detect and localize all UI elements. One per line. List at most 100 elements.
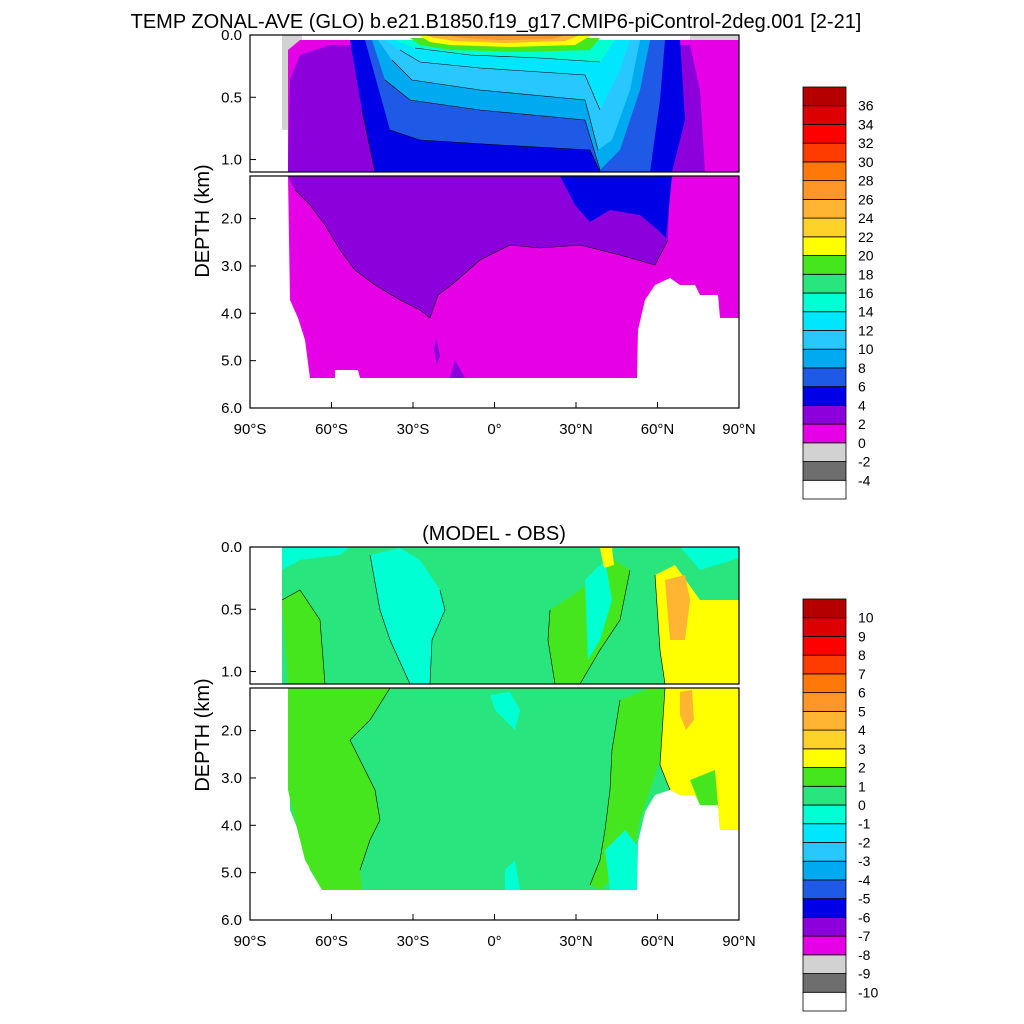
colorbar-label: 26 [858, 191, 874, 207]
colorbar-swatch [802, 916, 847, 937]
x-tick-label: 60°N [641, 933, 675, 950]
colorbar-label: -10 [858, 984, 878, 1000]
x-tick-label: 60°S [315, 421, 348, 438]
colorbar-swatch [802, 748, 847, 768]
colorbar-swatch [802, 142, 847, 163]
colorbar-label: -2 [858, 454, 871, 470]
colorbar-label: 4 [858, 397, 866, 413]
colorbar-label: 6 [858, 685, 866, 701]
colorbar-swatch [802, 898, 847, 918]
bottom-upper-frame [249, 546, 740, 685]
colorbar-swatch [802, 823, 847, 843]
colorbar-swatch [802, 654, 847, 675]
y-tick-label: 0.0 [221, 539, 242, 556]
y-tick-label: 5.0 [221, 353, 242, 370]
colorbar-swatch [802, 785, 847, 806]
colorbar-label: -3 [858, 853, 871, 869]
colorbar-swatch [802, 311, 847, 331]
colorbar-label: 10 [858, 341, 874, 357]
y-tick-label: 6.0 [221, 912, 242, 929]
chart-title-top: TEMP ZONAL-AVE (GLO) b.e21.B1850.f19_g17… [131, 11, 862, 33]
colorbar-label: 1 [858, 778, 866, 794]
colorbar-swatch [802, 973, 847, 993]
colorbar-swatch [802, 636, 847, 656]
colorbar-swatch [802, 404, 847, 425]
colorbar-label: -7 [858, 928, 871, 944]
bottom-lower-field [250, 688, 739, 920]
colorbar-label: 8 [858, 647, 866, 663]
colorbar-label: -5 [858, 891, 871, 907]
colorbar-swatch [802, 86, 847, 107]
colorbar-swatch [802, 236, 847, 256]
y-tick-label: 6.0 [221, 400, 242, 417]
top-upper-field [250, 35, 739, 172]
colorbar-swatch [802, 292, 847, 313]
colorbar-swatch [802, 273, 847, 294]
colorbar-label: 20 [858, 248, 874, 264]
colorbar-swatch [802, 935, 847, 956]
colorbar-label: 2 [858, 760, 866, 776]
colorbar-label: 0 [858, 797, 866, 813]
colorbar-label: 30 [858, 154, 874, 170]
colorbar-swatch [802, 598, 847, 619]
colorbar-label: 9 [858, 628, 866, 644]
colorbar-swatch [802, 479, 847, 500]
colorbar-swatch [802, 330, 847, 350]
x-tick-label: 90°N [722, 421, 756, 438]
y-tick-label: 4.0 [221, 305, 242, 322]
colorbar-label: 0 [858, 435, 866, 451]
colorbar-swatch [802, 710, 847, 731]
colorbar-swatch [802, 804, 847, 825]
y-tick-label: 0.0 [221, 27, 242, 44]
colorbar-swatch [802, 124, 847, 144]
colorbar-label: -9 [858, 966, 871, 982]
colorbar-swatch [802, 767, 847, 787]
colorbar-label: 28 [858, 173, 874, 189]
colorbar-label: -8 [858, 947, 871, 963]
ylabel-bottom: DEPTH (km) [192, 678, 214, 791]
colorbar-label: -1 [858, 816, 871, 832]
colorbar-swatch [802, 461, 847, 481]
colorbar-label: 4 [858, 722, 866, 738]
y-tick-label: 5.0 [221, 865, 242, 882]
colorbar-swatch [802, 617, 847, 637]
x-tick-label: 0° [487, 421, 501, 438]
colorbar-label: 22 [858, 229, 874, 245]
colorbar-label: 16 [858, 285, 874, 301]
colorbar-label: 5 [858, 703, 866, 719]
y-tick-label: 0.5 [221, 89, 242, 106]
colorbar-swatch [802, 879, 847, 900]
colorbar-label: 32 [858, 135, 874, 151]
colorbar-label: 3 [858, 741, 866, 757]
ylabel-top: DEPTH (km) [192, 164, 214, 277]
x-tick-label: 60°S [315, 933, 348, 950]
colorbar-label: -4 [858, 872, 871, 888]
bottom-panel [249, 546, 740, 921]
colorbar-swatch [802, 991, 847, 1012]
y-tick-label: 1.0 [221, 152, 242, 169]
y-tick-label: 0.5 [221, 601, 242, 618]
x-tick-label: 30°S [397, 933, 430, 950]
axes-layer: 90°S 60°S 30°S 0° 30°N 60°N 90°N 0.0 0.5 1.0 2.0 3.… [221, 27, 756, 950]
x-tick-label: 0° [487, 933, 501, 950]
y-tick-label: 2.0 [221, 723, 242, 740]
colorbar-label: 8 [858, 360, 866, 376]
colorbar-swatch [802, 860, 847, 881]
colorbar-label: 7 [858, 666, 866, 682]
x-tick-label: 30°S [397, 421, 430, 438]
colorbar-label: 14 [858, 304, 874, 320]
colorbar-swatch [802, 442, 847, 462]
top-panel [249, 34, 740, 409]
colorbar-label: 6 [858, 379, 866, 395]
colorbar-swatch [802, 255, 847, 275]
bottom-upper-field [250, 547, 739, 684]
colorbar-swatch [802, 180, 847, 200]
colorbar-swatch [802, 386, 847, 406]
colorbar-swatch [802, 842, 847, 862]
y-tick-label: 1.0 [221, 664, 242, 681]
top-lower-field [250, 176, 739, 408]
x-tick-label: 30°N [559, 421, 593, 438]
colorbar-label: -2 [858, 834, 871, 850]
